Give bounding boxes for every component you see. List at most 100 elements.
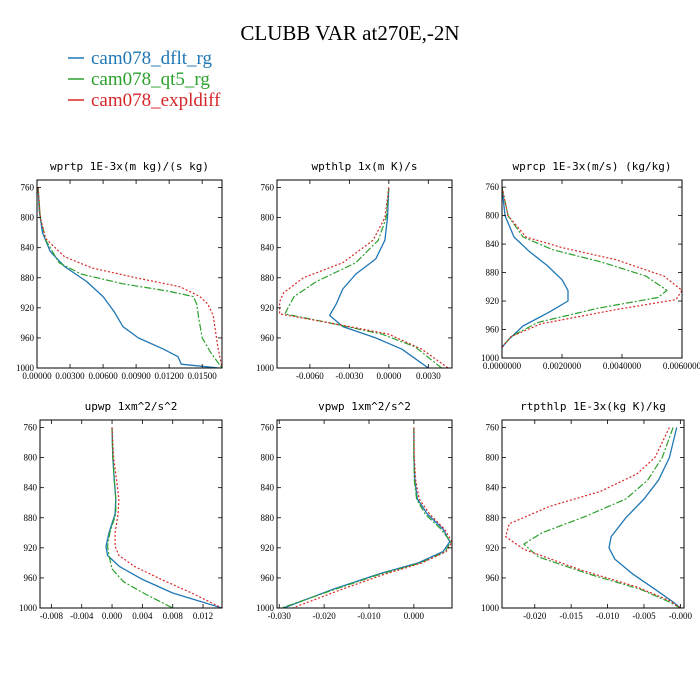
vpwp-ytick-label: 880 — [261, 513, 275, 523]
wprtp-ytick-label: 840 — [21, 243, 35, 253]
wprtp-line-qt5 — [37, 187, 222, 368]
upwp-frame — [39, 419, 223, 609]
vpwp-xtick-label: -0.030 — [268, 611, 292, 621]
wprcp-ytick-label: 1000 — [481, 353, 500, 363]
vpwp-line-dflt — [283, 427, 451, 608]
wprcp-xtick-label: 0.0060000 — [663, 361, 700, 371]
panel-upwp: upwp 1xm^2/s^27608008408809209601000-0.0… — [19, 400, 223, 621]
wprcp-frame — [501, 179, 683, 359]
wprtp-ytick-label: 880 — [21, 273, 35, 283]
wprtp-ytick-label: 800 — [21, 213, 35, 223]
wpthlp-frame — [276, 179, 453, 369]
wprcp-xtick-label: 0.0040000 — [603, 361, 642, 371]
wprcp-xtick-label: 0.0000000 — [483, 361, 522, 371]
rtpthlp-line-expldiff — [505, 427, 681, 608]
wpthlp-ytick-label: 760 — [261, 183, 275, 193]
vpwp-line-expldiff — [292, 427, 452, 608]
wprtp-xtick-label: 0.00600 — [88, 371, 118, 381]
rtpthlp-line-qt5 — [523, 427, 681, 608]
wpthlp-xtick-label: 0.0030 — [416, 371, 441, 381]
wpthlp-ytick-label: 1000 — [256, 363, 275, 373]
wprtp-line-expldiff — [37, 187, 222, 368]
wprcp-line-qt5 — [502, 186, 668, 348]
wprcp-series-group — [502, 186, 682, 348]
wprtp-xtick-label: 0.00900 — [121, 371, 151, 381]
wprcp-line-expldiff — [502, 186, 682, 348]
upwp-ytick-label: 880 — [24, 513, 38, 523]
wprtp-xtick-label: 0.01500 — [188, 371, 218, 381]
upwp-line-qt5 — [106, 427, 173, 608]
rtpthlp-xtick-label: -0.005 — [632, 611, 656, 621]
wpthlp-series-group — [279, 187, 449, 368]
wprtp-ytick-label: 920 — [21, 303, 35, 313]
vpwp-xtick-label: -0.010 — [357, 611, 381, 621]
vpwp-xtick-label: 0.000 — [404, 611, 425, 621]
wpthlp-xtick-label: 0.0000 — [376, 371, 401, 381]
wprcp-ytick-label: 960 — [486, 325, 500, 335]
panel-wprtp: wprtp 1E-3x(m kg)/(s kg) 760 800 840 880 920 9… — [16, 160, 223, 381]
rtpthlp-xtick-label: -0.000 — [669, 611, 693, 621]
wprcp-ytick-label: 840 — [486, 239, 500, 249]
wpthlp-ytick-label: 840 — [261, 243, 275, 253]
upwp-xtick-label: 0.012 — [193, 611, 213, 621]
rtpthlp-ytick-label: 840 — [486, 483, 500, 493]
vpwp-ytick-label: 840 — [261, 483, 275, 493]
wpthlp-ytick-label: 880 — [261, 273, 275, 283]
vpwp-series-group — [281, 427, 452, 608]
wprtp-xtick-label: 0.01200 — [155, 371, 185, 381]
upwp-title: upwp 1xm^2/s^2 — [85, 400, 178, 413]
legend: cam078_dflt_rg cam078_qt5_rg cam078_expl… — [68, 48, 221, 111]
wpthlp-ytick-label: 800 — [261, 213, 275, 223]
vpwp-ytick-label: 800 — [261, 453, 275, 463]
rtpthlp-ytick-label: 960 — [486, 573, 500, 583]
wprcp-ytick-label: 880 — [486, 268, 500, 278]
upwp-ytick-label: 1000 — [19, 603, 38, 613]
vpwp-ytick-label: 920 — [261, 543, 275, 553]
vpwp-frame — [276, 419, 453, 609]
vpwp-ytick-label: 1000 — [256, 603, 275, 613]
upwp-xtick-label: 0.008 — [163, 611, 184, 621]
wprcp-ytick-label: 800 — [486, 211, 500, 221]
upwp-ytick-label: 840 — [24, 483, 38, 493]
wprtp-xtick-label: 0.00000 — [22, 371, 52, 381]
wprtp-line-dflt — [37, 187, 219, 368]
rtpthlp-title: rtpthlp 1E-3x(kg K)/kg — [520, 400, 666, 413]
rtpthlp-ytick-label: 880 — [486, 513, 500, 523]
vpwp-ytick-label: 960 — [261, 573, 275, 583]
upwp-series-group — [105, 427, 222, 608]
legend-label-qt5: cam078_qt5_rg — [91, 69, 210, 90]
wprtp-title: wprtp 1E-3x(m kg)/(s kg) — [50, 160, 209, 173]
panel-wpthlp: wpthlp 1x(m K)/s 760 800 840 880 920 960 1000 -0… — [256, 160, 453, 381]
upwp-xtick-label: 0.004 — [132, 611, 153, 621]
wpthlp-line-qt5 — [284, 187, 442, 368]
upwp-xtick-label: -0.008 — [40, 611, 64, 621]
wprtp-xtick-label: 0.00300 — [55, 371, 85, 381]
vpwp-xtick-label: -0.020 — [312, 611, 336, 621]
legend-label-expldiff: cam078_expldiff — [91, 90, 221, 111]
wprcp-ytick-label: 760 — [486, 182, 500, 192]
vpwp-line-qt5 — [281, 427, 452, 608]
rtpthlp-line-dflt — [608, 427, 681, 608]
wprtp-frame — [36, 179, 223, 369]
rtpthlp-ytick-label: 800 — [486, 453, 500, 463]
wprcp-xtick-label: 0.0020000 — [543, 361, 582, 371]
rtpthlp-series-group — [505, 427, 681, 608]
wprtp-ytick-label: 960 — [21, 333, 35, 343]
wpthlp-line-expldiff — [279, 187, 449, 368]
upwp-ytick-label: 920 — [24, 543, 38, 553]
upwp-ytick-label: 800 — [24, 453, 38, 463]
wprcp-ytick-label: 920 — [486, 296, 500, 306]
wpthlp-title: wpthlp 1x(m K)/s — [312, 160, 418, 173]
rtpthlp-xtick-label: -0.010 — [596, 611, 620, 621]
panel-wprcp: wprcp 1E-3x(m/s) (kg/kg) 760 800 840 880 920 9… — [481, 160, 700, 371]
wpthlp-xtick-label: -0.0060 — [296, 371, 324, 381]
rtpthlp-xtick-label: -0.015 — [560, 611, 584, 621]
upwp-ytick-label: 760 — [24, 423, 38, 433]
rtpthlp-ytick-label: 920 — [486, 543, 500, 553]
panel-vpwp: vpwp 1xm^2/s^27608008408809209601000-0.0… — [256, 400, 453, 621]
legend-label-dflt: cam078_dflt_rg — [91, 48, 213, 69]
upwp-line-expldiff — [111, 427, 222, 608]
wpthlp-ytick-label: 960 — [261, 333, 275, 343]
vpwp-ytick-label: 760 — [261, 423, 275, 433]
